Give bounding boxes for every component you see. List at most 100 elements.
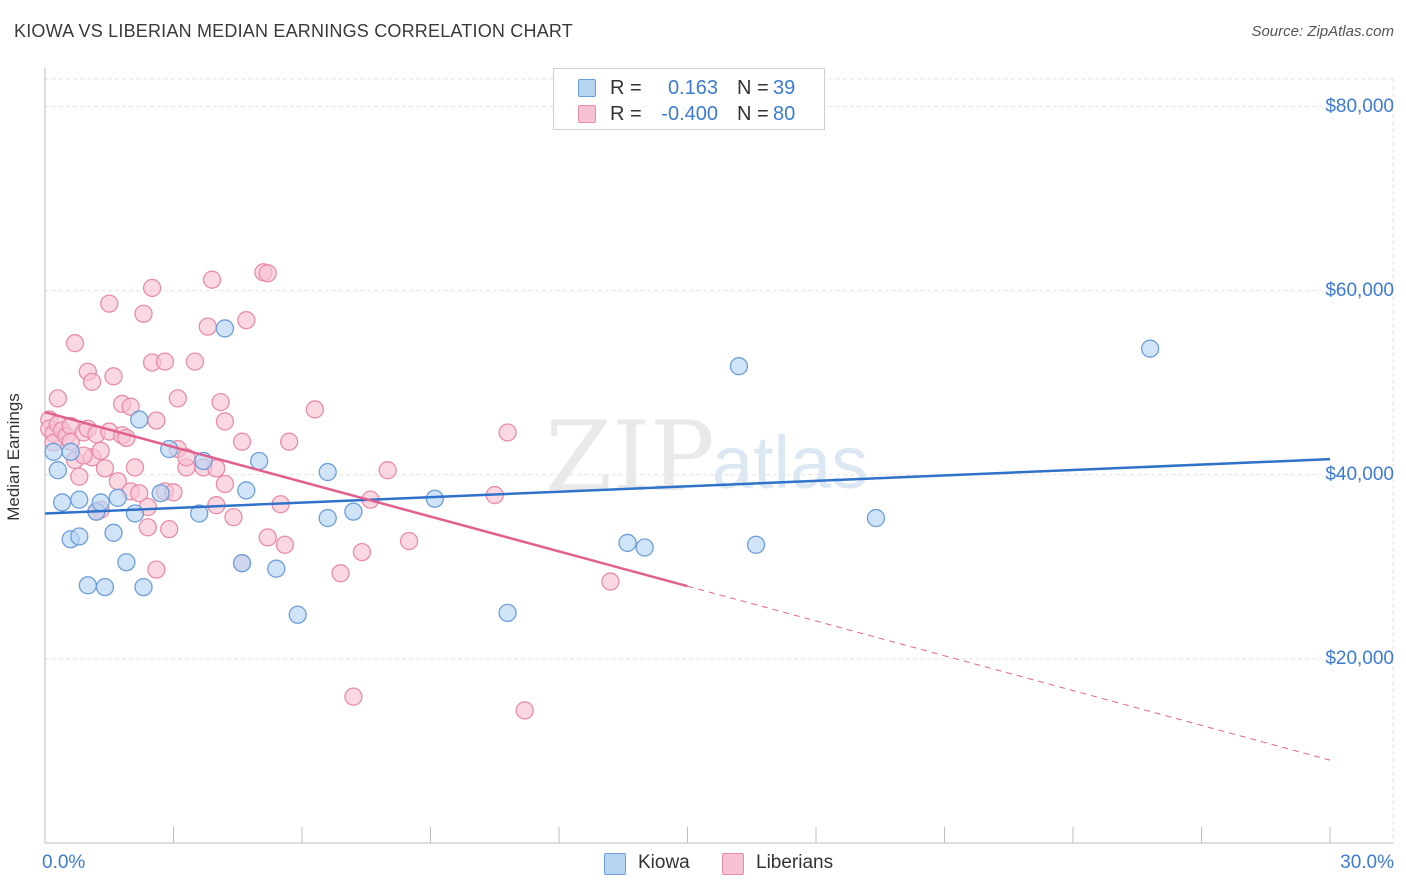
- trend-lines: [44, 411, 1331, 761]
- kiowa-point: [237, 481, 256, 500]
- liberian-point: [155, 352, 175, 371]
- liberian-point: [82, 372, 102, 391]
- kiowa-point: [250, 451, 269, 471]
- correlation-legend: R = 0.163 N = 39 R = -0.400 N = 80: [553, 68, 825, 130]
- liberian-point: [147, 560, 166, 579]
- kiowa-point: [104, 523, 123, 542]
- kiowa-n-label: N =: [737, 77, 769, 99]
- liberian-point: [125, 458, 145, 477]
- y-tick-label: $40,000: [1325, 463, 1394, 485]
- y-axis-label: Median Earnings: [4, 393, 23, 521]
- liberian-point: [498, 423, 517, 442]
- liberian-point: [202, 270, 222, 289]
- kiowa-point: [48, 461, 67, 480]
- kiowa-point: [318, 462, 337, 482]
- liberian-point: [258, 264, 277, 283]
- legend-row-kiowa: R = 0.163 N = 39: [554, 75, 826, 101]
- liberian-point: [177, 448, 196, 467]
- x-tick-label-max: 30.0%: [1340, 852, 1394, 873]
- liberian-point: [279, 432, 299, 451]
- series-legend: Kiowa Liberians: [0, 851, 1406, 877]
- chart-title: KIOWA VS LIBERIAN MEDIAN EARNINGS CORREL…: [14, 21, 573, 41]
- liberian-point: [185, 352, 205, 371]
- source-label: Source: ZipAtlas.com: [1251, 23, 1394, 40]
- liberians-legend-label: Liberians: [756, 852, 834, 873]
- liberian-point: [305, 400, 325, 419]
- kiowa-point: [618, 533, 637, 553]
- kiowa-point: [267, 559, 286, 578]
- watermark-zip: ZIP: [545, 401, 714, 513]
- kiowa-point: [425, 489, 444, 508]
- kiowa-point: [70, 527, 89, 546]
- liberian-point: [275, 535, 295, 554]
- watermark-atlas: atlas: [712, 421, 868, 504]
- kiowa-point: [70, 490, 89, 509]
- kiowa-point: [117, 553, 136, 572]
- kiowa-point: [288, 605, 307, 624]
- x-tick-label-min: 0.0%: [42, 852, 86, 873]
- liberians-swatch-icon: [578, 105, 596, 123]
- liberian-point: [601, 572, 620, 591]
- kiowa-point: [866, 508, 886, 528]
- liberians-n-label: N =: [737, 103, 769, 125]
- liberians-n-value: 80: [773, 103, 796, 125]
- axes: [44, 68, 1393, 844]
- gridlines: [45, 78, 1394, 843]
- liberian-point: [138, 518, 157, 537]
- liberian-point: [331, 564, 350, 583]
- kiowa-legend-icon: [604, 853, 626, 875]
- liberian-point: [224, 507, 243, 527]
- kiowa-trend-line: [44, 457, 1331, 515]
- kiowa-point: [232, 554, 252, 573]
- liberian-point: [352, 542, 372, 562]
- liberian-point: [198, 317, 217, 336]
- kiowa-point: [78, 576, 97, 595]
- kiowa-point: [729, 357, 749, 376]
- liberian-point: [515, 701, 534, 720]
- liberian-point: [160, 519, 179, 539]
- liberian-point: [215, 412, 235, 431]
- kiowa-point: [318, 508, 337, 528]
- liberian-trend-line: [44, 411, 688, 588]
- kiowa-point: [130, 410, 149, 429]
- liberian-trend-line-extension: [687, 585, 1331, 761]
- liberian-point: [70, 467, 89, 486]
- kiowa-n-value: 39: [773, 77, 796, 99]
- liberian-point: [399, 531, 419, 551]
- kiowa-r-label: R =: [610, 77, 642, 99]
- liberian-point: [232, 432, 252, 451]
- kiowa-point: [91, 493, 110, 512]
- liberian-point: [130, 484, 149, 503]
- kiowa-point: [95, 577, 115, 597]
- liberian-point: [142, 278, 162, 298]
- kiowa-point: [52, 493, 72, 512]
- liberian-point: [211, 392, 230, 412]
- kiowa-point: [344, 502, 363, 521]
- liberian-point: [104, 367, 123, 386]
- liberian-point: [168, 389, 187, 408]
- liberian-point: [258, 528, 277, 547]
- liberian-point: [121, 397, 140, 416]
- liberian-point: [100, 294, 119, 313]
- liberian-point: [215, 474, 235, 494]
- kiowa-point: [61, 442, 80, 461]
- kiowa-point: [215, 319, 235, 338]
- liberian-point: [378, 461, 397, 480]
- kiowa-point: [1140, 339, 1160, 358]
- watermark: ZIP atlas: [545, 401, 868, 513]
- kiowa-point: [108, 488, 127, 507]
- kiowa-point: [190, 504, 209, 523]
- liberian-point: [95, 459, 115, 478]
- liberian-point: [65, 334, 85, 353]
- liberians-legend-icon: [722, 853, 744, 875]
- liberian-point: [147, 411, 166, 430]
- y-tick-label: $60,000: [1325, 279, 1394, 301]
- liberian-point: [344, 687, 363, 706]
- kiowa-point: [44, 442, 63, 461]
- liberian-point: [91, 441, 110, 461]
- kiowa-point: [498, 603, 517, 623]
- liberian-point: [237, 311, 256, 330]
- liberian-point: [134, 304, 153, 323]
- kiowa-point: [635, 538, 654, 557]
